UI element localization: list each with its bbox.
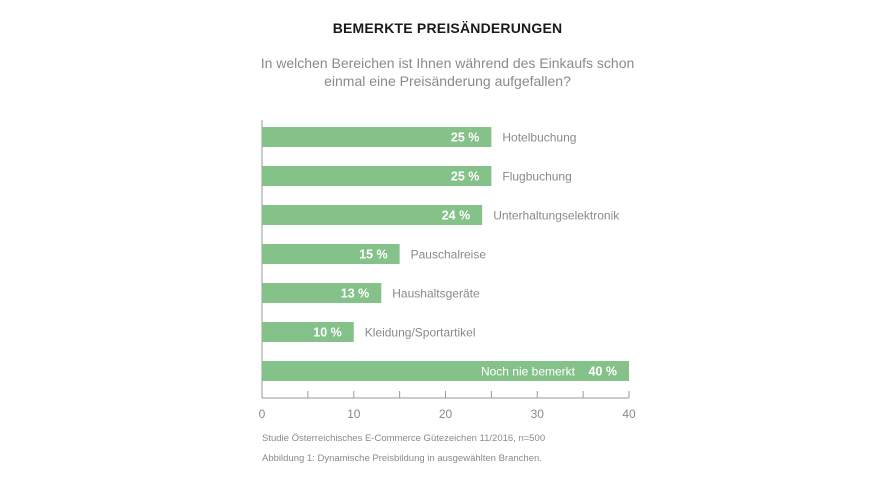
bar-6 [262,322,354,342]
bar-5 [262,283,382,303]
chart-subtitle-line-1: In welchen Bereichen ist Ihnen während d… [260,55,635,71]
bar-7 [262,361,629,381]
bar-4 [262,244,400,264]
x-tick-label-5: 40 [622,407,636,421]
bar-3 [262,205,483,225]
bar-1 [262,127,492,147]
source-note: Studie Österreichisches E-Commerce Gütez… [262,433,546,444]
category-label-5: Haushaltsgeräte [392,287,480,301]
figure-caption: Abbildung 1: Dynamische Preisbildung in … [262,453,542,464]
bar-2 [262,166,492,186]
x-tick-label-3: 20 [439,407,453,421]
bar-value-label-3: 24 % [442,209,471,223]
bar-value-label-7: 40 % [589,365,618,379]
bar-value-label-4: 15 % [359,248,388,262]
category-label-3: Unterhaltungselektronik [493,209,620,223]
bar-value-label-5: 13 % [341,287,370,301]
x-tick-label-4: 30 [531,407,545,421]
bar-value-label-2: 25 % [451,170,480,184]
category-label-1: Hotelbuchung [502,131,576,145]
x-tick-label-2: 10 [347,407,361,421]
bar-value-label-1: 25 % [451,131,480,145]
category-label-2: Flugbuchung [502,170,571,184]
bar-value-label-6: 10 % [313,326,342,340]
category-label-6: Kleidung/Sportartikel [365,326,476,340]
category-label-7: Noch nie bemerkt [481,365,576,379]
chart-subtitle-line-2: einmal eine Preisänderung aufgefallen? [324,73,571,89]
x-tick-label-1: 0 [259,407,266,421]
chart-title: BEMERKTE PREISÄNDERUNGEN [332,20,563,36]
chart-subtitle: In welchen Bereichen ist Ihnen während d… [0,54,895,90]
category-label-4: Pauschalreise [411,248,487,262]
